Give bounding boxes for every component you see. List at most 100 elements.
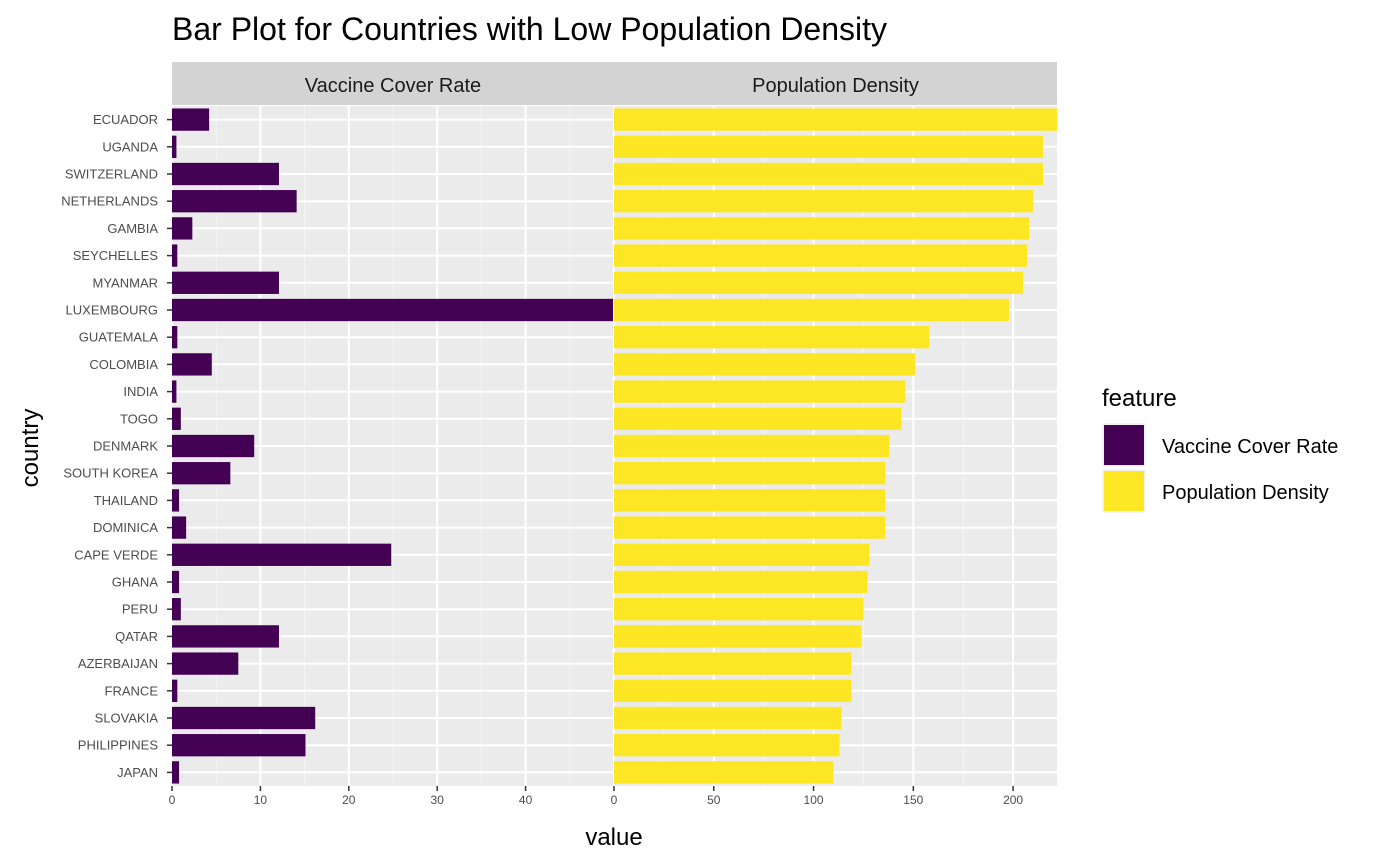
- x-axis-label: value: [585, 824, 642, 851]
- bar: [172, 190, 297, 213]
- y-tick-label: COLOMBIA: [89, 357, 158, 372]
- x-tick-label: 20: [342, 793, 356, 807]
- y-tick-label: NETHERLANDS: [61, 194, 158, 209]
- bar: [614, 625, 862, 648]
- bar: [614, 353, 916, 376]
- bar: [614, 489, 886, 512]
- bar: [614, 217, 1030, 240]
- y-tick-label: PHILIPPINES: [78, 738, 159, 753]
- y-tick-label: SOUTH KOREA: [63, 466, 158, 481]
- bar: [614, 162, 1044, 186]
- bar: [614, 516, 886, 539]
- x-tick-label: 0: [611, 793, 618, 807]
- bar: [172, 761, 180, 784]
- y-tick-label: DENMARK: [93, 439, 158, 454]
- y-tick-label: UGANDA: [102, 139, 158, 154]
- y-tick-label: DOMINICA: [93, 520, 158, 535]
- legend: feature Vaccine Cover Rate Population Den…: [1102, 385, 1338, 513]
- facet-strip: [172, 62, 614, 105]
- bar: [614, 190, 1034, 213]
- bar: [172, 625, 279, 648]
- y-tick-label: GAMBIA: [107, 221, 158, 236]
- bar: [614, 543, 870, 566]
- bar: [172, 706, 316, 730]
- x-tick-label: 50: [707, 793, 721, 807]
- facet-strip-label: Vaccine Cover Rate: [305, 75, 481, 97]
- y-tick-label: JAPAN: [117, 765, 158, 780]
- bar: [614, 761, 834, 784]
- bar: [172, 462, 231, 485]
- bar: [614, 298, 1010, 322]
- bar: [614, 407, 902, 430]
- bar: [614, 135, 1044, 158]
- bar: [614, 434, 890, 458]
- bar: [614, 326, 930, 349]
- bar: [614, 679, 852, 702]
- bar: [172, 407, 181, 430]
- x-tick-label: 100: [804, 793, 824, 807]
- y-tick-label: GUATEMALA: [79, 330, 159, 345]
- y-tick-label: TOGO: [120, 411, 158, 426]
- y-tick-label: PERU: [122, 602, 158, 617]
- bar: [614, 706, 842, 730]
- bar: [172, 679, 178, 702]
- bar: [172, 108, 210, 131]
- y-tick-label: AZERBAIJAN: [78, 656, 158, 671]
- y-axis-label: country: [17, 409, 44, 488]
- bar: [614, 570, 868, 594]
- x-tick-label: 40: [519, 793, 533, 807]
- y-tick-label: CAPE VERDE: [74, 547, 158, 562]
- y-tick-label: MYANMAR: [93, 275, 158, 290]
- x-tick-label: 200: [1003, 793, 1023, 807]
- bar: [172, 598, 181, 621]
- bar: [614, 244, 1028, 267]
- y-tick-label: FRANCE: [105, 683, 159, 698]
- bar: [172, 217, 193, 240]
- y-tick-label: GHANA: [112, 575, 159, 590]
- y-tick-label: INDIA: [123, 384, 158, 399]
- x-tick-label: 30: [431, 793, 445, 807]
- legend-label: Vaccine Cover Rate: [1162, 436, 1338, 458]
- bar: [172, 353, 212, 376]
- bar: [614, 734, 840, 757]
- y-tick-label: QATAR: [115, 629, 158, 644]
- bar: [172, 298, 614, 322]
- bar: [172, 489, 180, 512]
- y-tick-label: SEYCHELLES: [73, 248, 159, 263]
- bar: [614, 108, 1057, 131]
- bar: [172, 244, 178, 267]
- y-tick-label: SLOVAKIA: [95, 711, 159, 726]
- facet-strip: [614, 62, 1057, 105]
- bar: [172, 734, 306, 757]
- legend-label: Population Density: [1162, 482, 1329, 504]
- x-tick-label: 0: [169, 793, 176, 807]
- bar: [614, 598, 864, 621]
- bar: [172, 516, 187, 539]
- y-tick-label: SWITZERLAND: [65, 167, 158, 182]
- x-tick-label: 150: [903, 793, 923, 807]
- bar: [172, 652, 239, 675]
- bar: [172, 570, 180, 594]
- bar: [172, 543, 392, 566]
- bar: [172, 326, 178, 349]
- bar: [172, 135, 177, 158]
- bar: [172, 434, 255, 458]
- facet-strip-label: Population Density: [752, 75, 919, 97]
- legend-title: feature: [1102, 385, 1177, 412]
- y-tick-label: THAILAND: [94, 493, 158, 508]
- bar: [172, 271, 279, 294]
- x-tick-label: 10: [254, 793, 268, 807]
- legend-swatch: [1104, 425, 1144, 465]
- bar: [614, 652, 852, 675]
- bar: [614, 380, 906, 403]
- bar: [172, 162, 279, 186]
- y-tick-label: LUXEMBOURG: [66, 303, 158, 318]
- bar: [614, 462, 886, 485]
- legend-swatch: [1104, 471, 1144, 511]
- bar: [172, 380, 177, 403]
- chart-title: Bar Plot for Countries with Low Populati…: [172, 11, 887, 47]
- y-tick-label: ECUADOR: [93, 112, 158, 127]
- bar: [614, 271, 1024, 294]
